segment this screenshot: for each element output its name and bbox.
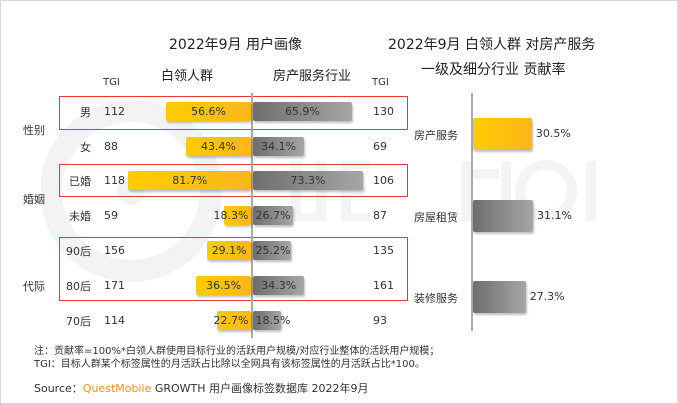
highlight-box [59, 96, 408, 130]
label-white-collar: 36.5% [206, 279, 242, 292]
source-brand: QuestMobile [82, 382, 152, 395]
label-white-collar: 81.7% [172, 174, 208, 187]
bar-industry [253, 137, 305, 156]
source-prefix: Source： [34, 382, 83, 395]
category-label: 70后 [66, 315, 91, 328]
category-label: 90后 [66, 245, 91, 258]
bar-industry [253, 311, 281, 330]
bar-industry [253, 171, 363, 190]
category-label: 未婚 [69, 210, 91, 223]
category-label: 女 [80, 141, 91, 154]
label-white-collar: 56.6% [191, 105, 227, 118]
bar-industry [253, 102, 352, 121]
label-white-collar: 29.1% [211, 244, 247, 257]
category-label: 房屋租赁 [414, 211, 458, 224]
series-header-white-collar: 白领人群 [161, 69, 214, 84]
tgi-right-value: 93 [373, 314, 387, 327]
category-label: 房产服务 [414, 129, 458, 142]
contribution-label: 27.3% [529, 290, 565, 303]
label-industry: 18.5% [255, 314, 291, 327]
tgi-left-value: 118 [104, 174, 125, 187]
right-axis [471, 93, 473, 331]
highlight-box [59, 237, 408, 301]
bar-white-collar [166, 102, 251, 121]
tgi-header-left: TGI [103, 77, 120, 88]
tgi-left-value: 112 [104, 105, 125, 118]
tgi-right-value: 69 [373, 140, 387, 153]
contribution-bar [473, 118, 532, 150]
bar-industry [253, 276, 305, 295]
tgi-right-value: 130 [373, 105, 394, 118]
category-label: 男 [80, 106, 91, 119]
label-industry: 34.1% [261, 140, 297, 153]
group-label: 婚姻 [23, 192, 45, 206]
label-industry: 73.3% [290, 174, 326, 187]
tgi-right-value: 106 [373, 174, 394, 187]
label-white-collar: 18.3% [213, 209, 249, 222]
label-industry: 25.2% [255, 244, 291, 257]
source-line: Source：QuestMobile GROWTH 用户画像标签数据库 2022… [34, 380, 369, 396]
series-header-industry: 房产服务行业 [273, 69, 352, 84]
tgi-right-value: 161 [373, 279, 394, 292]
bar-white-collar [207, 241, 251, 260]
label-white-collar: 22.7% [213, 314, 249, 327]
bar-industry [253, 241, 291, 260]
label-industry: 34.3% [261, 279, 297, 292]
tgi-left-value: 88 [104, 140, 118, 153]
contribution-label: 30.5% [535, 127, 571, 140]
tgi-left-value: 114 [104, 314, 125, 327]
label-industry: 26.7% [255, 209, 291, 222]
category-label: 已婚 [69, 175, 91, 188]
bar-white-collar [196, 276, 251, 295]
center-axis [251, 93, 253, 338]
contribution-bar [473, 281, 526, 313]
right-title-line2: 一级及细分行业 贡献率 [421, 62, 566, 78]
tgi-left-value: 171 [104, 279, 125, 292]
contribution-label: 31.1% [537, 209, 572, 222]
note-line-2: TGI：目标人群某个标签属性的月活跃占比除以全网具有该标签属性的月活跃占比*10… [34, 359, 425, 370]
source-text: GROWTH 用户画像标签数据库 2022年9月 [154, 382, 369, 395]
label-industry: 65.9% [284, 105, 320, 118]
bar-industry [253, 206, 294, 225]
bar-white-collar [185, 137, 251, 156]
right-title-line1: 2022年9月 白领人群 对房产服务 [388, 37, 596, 53]
tgi-left-value: 59 [104, 209, 118, 222]
tgi-right-value: 135 [373, 244, 394, 257]
watermark-logo [41, 100, 596, 282]
group-label: 代际 [23, 280, 45, 293]
left-title: 2022年9月 用户画像 [169, 37, 302, 53]
group-label: 性别 [23, 123, 45, 137]
tgi-right-value: 87 [373, 209, 387, 222]
note-line-1: 注：贡献率=100%*白领人群使用目标行业的活跃用户规模/对应行业整体的活跃用户… [34, 346, 440, 357]
contribution-bar [473, 200, 534, 232]
tgi-left-value: 156 [104, 244, 125, 257]
bar-white-collar [223, 206, 251, 225]
highlight-box [59, 164, 408, 197]
bar-white-collar [216, 311, 251, 330]
category-label: 80后 [66, 280, 91, 293]
label-white-collar: 43.4% [200, 140, 236, 153]
tgi-header-right: TGI [372, 77, 389, 88]
bar-white-collar [128, 171, 251, 190]
category-label: 装修服务 [414, 292, 458, 305]
